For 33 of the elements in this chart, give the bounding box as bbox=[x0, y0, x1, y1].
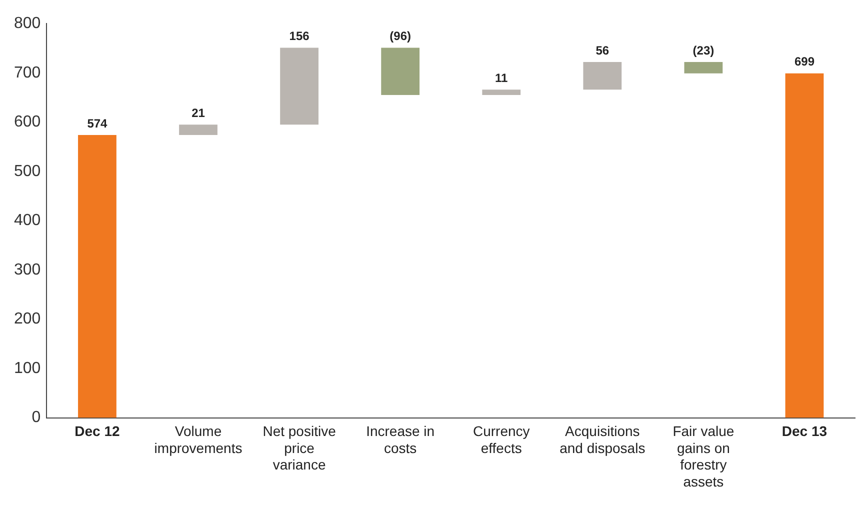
data-label: 156 bbox=[289, 29, 310, 44]
data-label: 11 bbox=[495, 70, 508, 85]
y-tick-label: 0 bbox=[32, 409, 41, 426]
bar bbox=[280, 48, 318, 125]
y-tick-label: 300 bbox=[14, 261, 41, 278]
y-tick-label: 600 bbox=[14, 114, 41, 131]
y-tick-label: 700 bbox=[14, 64, 41, 82]
x-tick-label: Net positive price variance bbox=[262, 423, 336, 473]
x-tick-label: Dec 12 bbox=[74, 423, 120, 440]
bar bbox=[583, 62, 622, 90]
bar bbox=[482, 90, 521, 96]
x-tick-label: Increase in costs bbox=[366, 423, 435, 456]
bar bbox=[684, 62, 723, 74]
bar bbox=[179, 124, 218, 135]
data-label: (96) bbox=[390, 29, 411, 44]
bar bbox=[381, 48, 420, 96]
y-tick-label: 500 bbox=[14, 162, 41, 180]
x-tick-label: Volume improvements bbox=[154, 423, 242, 456]
data-label: 56 bbox=[596, 43, 610, 58]
data-label: (23) bbox=[692, 43, 714, 58]
bar bbox=[785, 73, 824, 418]
data-label: 574 bbox=[87, 116, 108, 130]
y-tick-label: 800 bbox=[14, 15, 41, 32]
x-tick-label: Fair value gains on forestry assets bbox=[672, 423, 734, 490]
data-label: 21 bbox=[192, 106, 206, 120]
x-tick-label: Currency effects bbox=[472, 423, 530, 456]
y-tick-label: 400 bbox=[14, 212, 41, 230]
bar bbox=[78, 134, 116, 418]
data-label: 699 bbox=[794, 54, 815, 69]
x-tick-label: Acquisitions and disposals bbox=[560, 423, 646, 456]
x-tick-label: Dec 13 bbox=[782, 423, 828, 440]
y-tick-label: 100 bbox=[14, 360, 41, 377]
y-tick-label: 200 bbox=[14, 310, 41, 328]
